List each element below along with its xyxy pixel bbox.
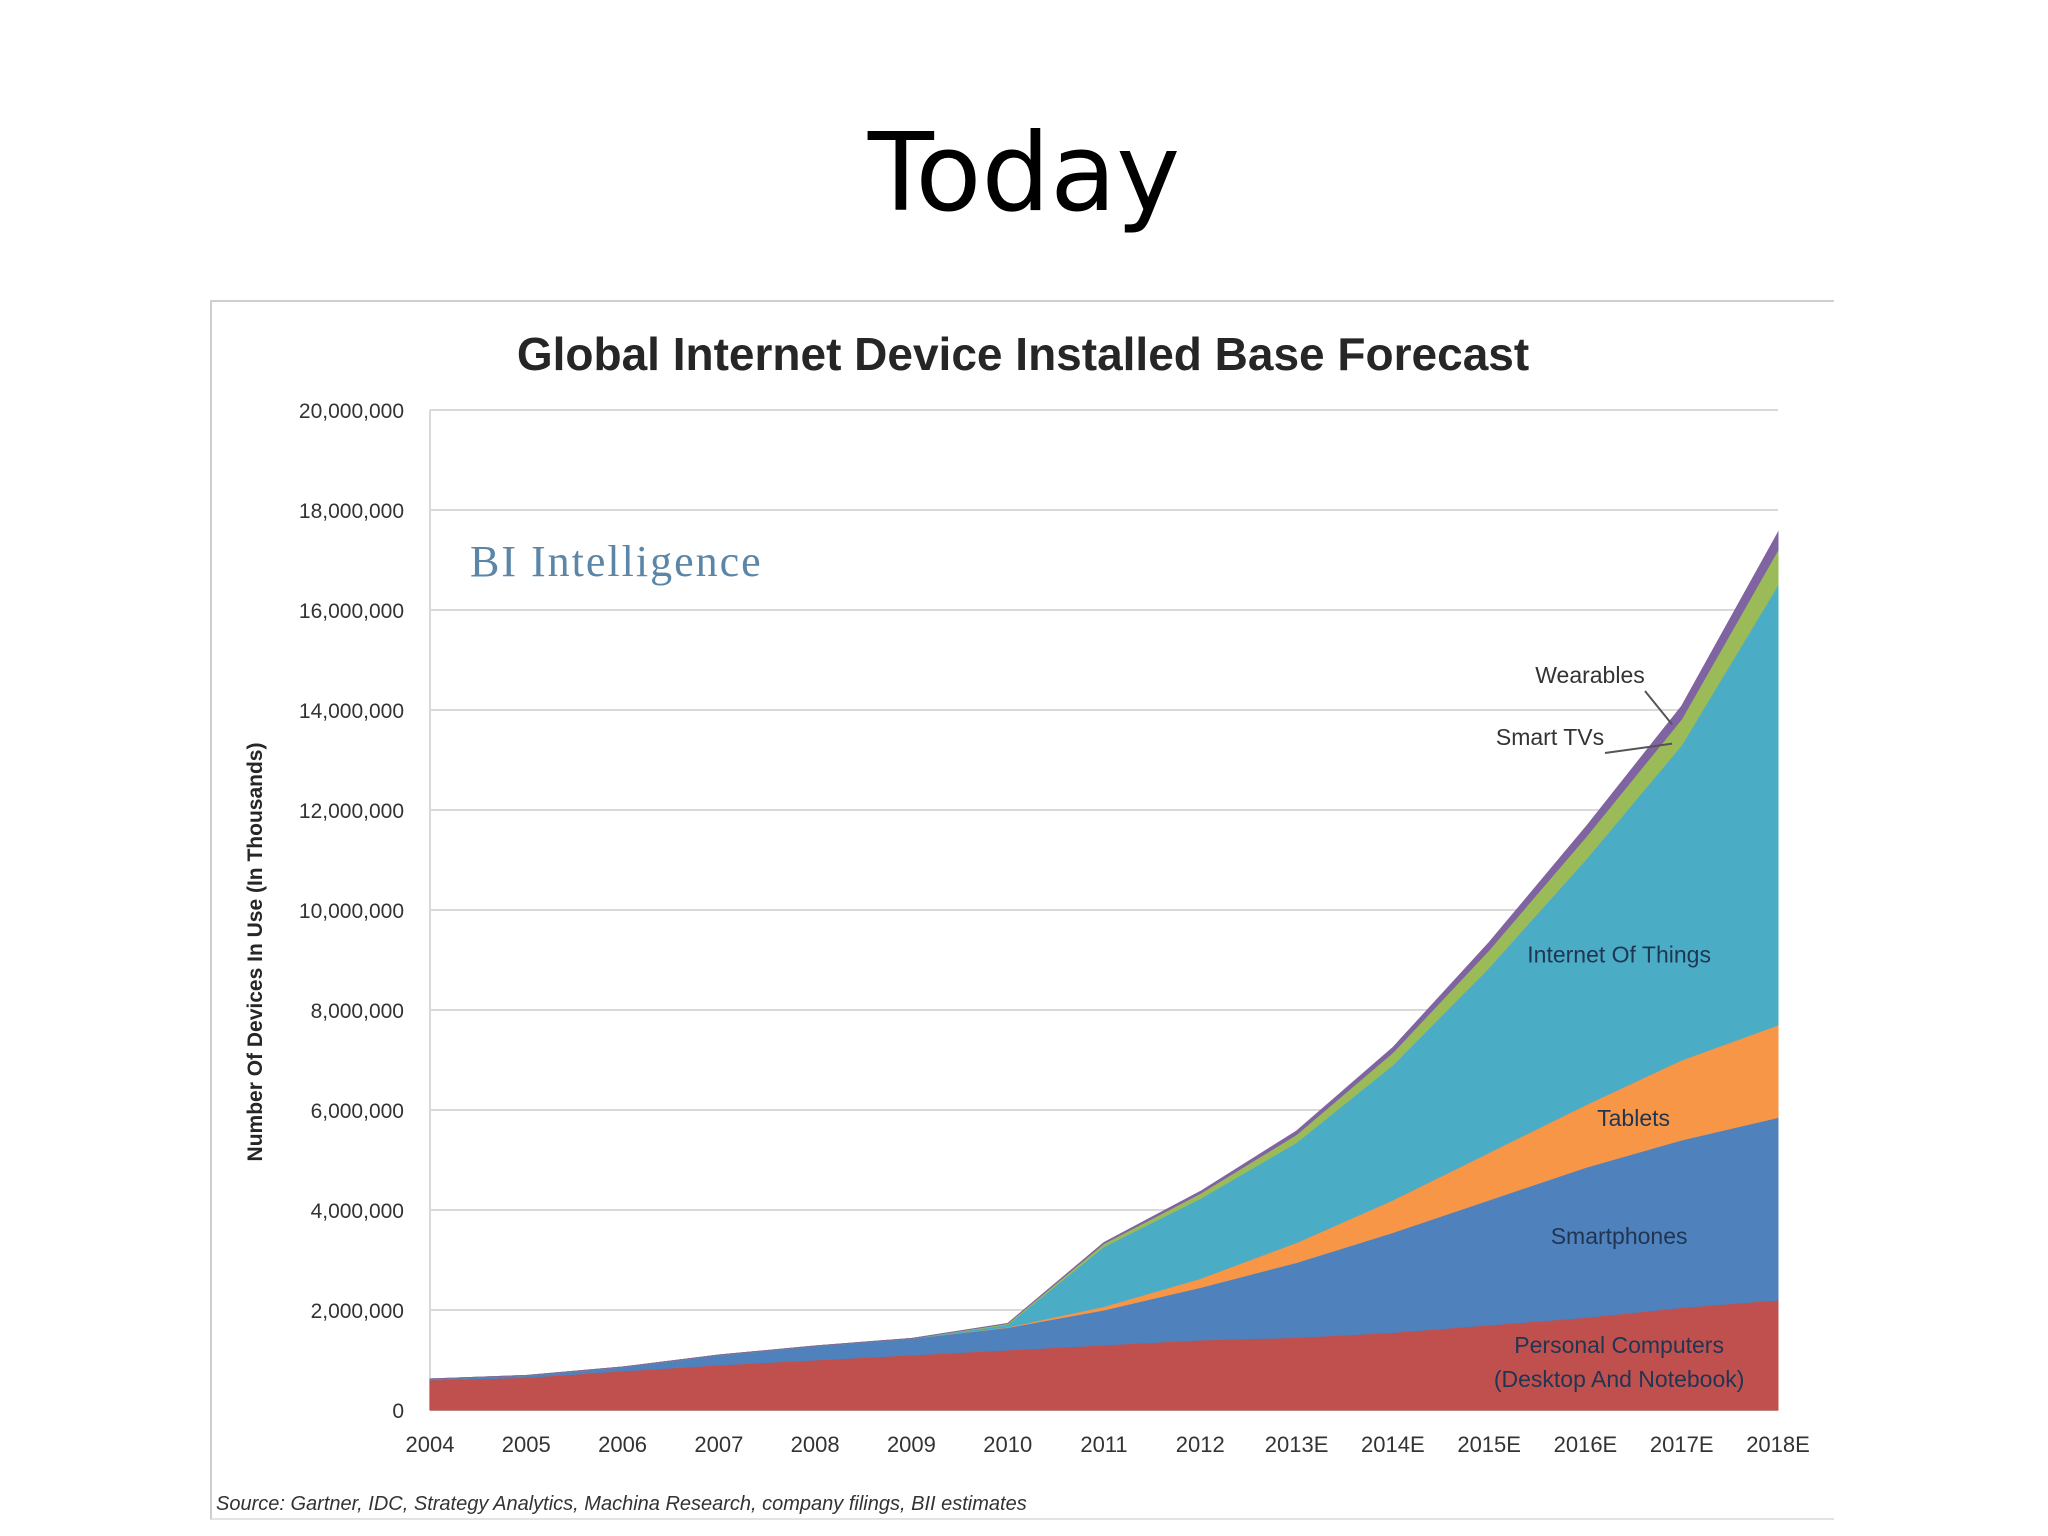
y-tick-label: 10,000,000 — [299, 900, 404, 923]
y-tick-label: 16,000,000 — [299, 600, 404, 623]
x-tick-label: 2015E — [1457, 1432, 1521, 1457]
chart-title: Global Internet Device Installed Base Fo… — [517, 328, 1529, 380]
y-tick-label: 12,000,000 — [299, 800, 404, 823]
callout-line-wearables — [1644, 690, 1673, 726]
x-tick-label: 2004 — [406, 1432, 455, 1457]
y-tick-label: 2,000,000 — [311, 1300, 404, 1323]
x-tick-label: 2011 — [1080, 1432, 1127, 1457]
series-label-internet-of-things: Internet Of Things — [1527, 942, 1711, 968]
y-tick-label: 6,000,000 — [311, 1100, 404, 1123]
x-tick-label: 2009 — [887, 1432, 936, 1457]
series-label-tablets: Tablets — [1597, 1105, 1670, 1131]
y-tick-label: 8,000,000 — [311, 1000, 404, 1023]
y-axis-label: Number Of Devices In Use (In Thousands) — [244, 743, 267, 1162]
x-tick-label: 2007 — [694, 1432, 743, 1457]
series-label-smartphones: Smartphones — [1551, 1223, 1688, 1249]
x-tick-label: 2014E — [1361, 1432, 1425, 1457]
x-tick-label: 2008 — [791, 1432, 840, 1457]
x-tick-label: 2010 — [983, 1432, 1032, 1457]
y-tick-label: 4,000,000 — [311, 1200, 404, 1223]
x-tick-label: 2016E — [1554, 1432, 1618, 1457]
y-tick-label: 0 — [392, 1400, 404, 1423]
x-tick-label: 2005 — [502, 1432, 551, 1457]
y-tick-label: 18,000,000 — [299, 500, 404, 523]
source-note: Source: Gartner, IDC, Strategy Analytics… — [216, 1493, 1027, 1515]
x-tick-label: 2018E — [1746, 1432, 1810, 1457]
bi-intelligence-logo: BI Intelligence — [470, 537, 763, 586]
y-tick-label: 20,000,000 — [299, 400, 404, 423]
series-label-wearables: Wearables — [1535, 662, 1645, 688]
series-label-personal-computers-desktop-and-notebook: (Desktop And Notebook) — [1494, 1366, 1745, 1392]
x-tick-label: 2012 — [1176, 1432, 1225, 1457]
x-tick-label: 2013E — [1265, 1432, 1329, 1457]
series-label-smart-tvs: Smart TVs — [1496, 724, 1604, 750]
x-tick-label: 2017E — [1650, 1432, 1714, 1457]
area-wearables — [429, 530, 1779, 1380]
y-tick-label: 14,000,000 — [299, 700, 404, 723]
x-tick-label: 2006 — [598, 1432, 647, 1457]
series-label-personal-computers-desktop-and-notebook: Personal Computers — [1514, 1332, 1724, 1358]
slide-title: Today — [867, 111, 1181, 236]
callout-line-smart-tvs — [1604, 742, 1673, 754]
